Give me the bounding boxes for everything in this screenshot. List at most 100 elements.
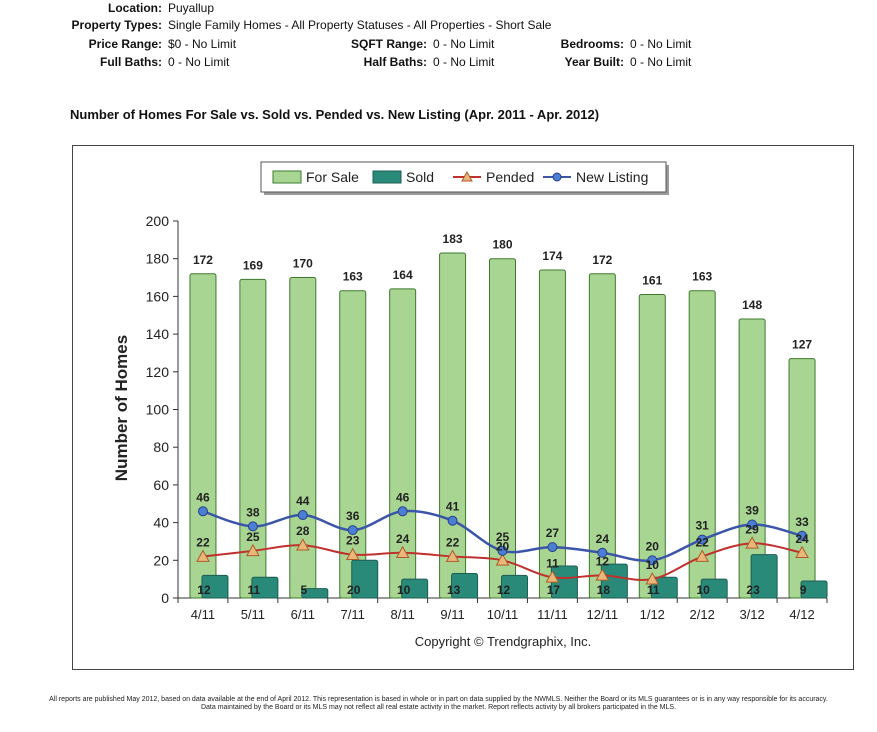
for-sale-value-label: 127 [792, 338, 812, 352]
criteria-bedrooms: Bedrooms: 0 - No Limit [520, 37, 692, 51]
new-listing-marker [747, 519, 758, 530]
pended-marker [645, 572, 660, 585]
x-tick-label: 10/11 [487, 607, 519, 622]
for-sale-value-label: 172 [193, 253, 213, 267]
sold-value-label: 10 [697, 583, 711, 597]
sold-value-label: 11 [647, 583, 660, 597]
x-tick-label: 9/11 [440, 607, 464, 622]
legend: For Sale Sold Pended New Listing [260, 161, 669, 195]
for-sale-value-label: 163 [692, 270, 712, 284]
sold-value-label: 18 [597, 583, 611, 597]
y-tick-label: 180 [146, 251, 170, 267]
legend-swatch [272, 170, 302, 184]
new-listing-value-label: 20 [646, 539, 660, 553]
pended-marker [445, 549, 460, 562]
pended-value-label: 22 [696, 536, 710, 550]
pended-marker [495, 553, 510, 566]
y-tick-label: 0 [161, 590, 169, 606]
chart: For Sale Sold Pended New Listing 0 20 40 60 80 1… [112, 161, 828, 649]
new-listing-value-label: 31 [696, 519, 710, 533]
pended-value-label: 23 [346, 534, 360, 548]
new-listing-marker [547, 542, 558, 553]
criteria-value: 0 - No Limit [630, 55, 692, 69]
x-tick-label: 4/12 [789, 607, 814, 622]
sold-bar [451, 572, 479, 599]
criteria-value: 0 - No Limit [168, 55, 230, 69]
x-tick-label: 1/12 [640, 607, 665, 622]
sold-value-label: 12 [497, 583, 511, 597]
sold-bar [401, 578, 429, 599]
sold-value-label: 23 [746, 583, 760, 597]
for-sale-value-label: 163 [343, 270, 363, 284]
x-tick-label: 2/12 [690, 607, 715, 622]
new-listing-value-label: 25 [496, 530, 510, 544]
pended-value-label: 20 [496, 539, 510, 553]
pended-marker [795, 545, 809, 559]
pended-marker [345, 547, 360, 560]
legend-label: Sold [406, 169, 434, 185]
new-listing-marker [397, 506, 408, 517]
criteria-label: Property Types: [71, 18, 162, 32]
pended-marker [246, 543, 260, 557]
chart-frame: For Sale Sold Pended New Listing 0 20 40 60 80 1… [72, 145, 854, 670]
pended-value-label: 10 [646, 558, 660, 572]
criteria-label: Half Baths: [363, 55, 427, 69]
sold-bar [600, 563, 628, 599]
new-listing-value-label: 36 [346, 509, 360, 523]
new-listing-value-label: 44 [296, 494, 310, 508]
criteria-value: Puyallup [168, 1, 215, 15]
pended-marker [395, 545, 410, 559]
for-sale-bar [788, 358, 816, 599]
x-tick-label: 11/11 [537, 607, 568, 622]
criteria-label: SQFT Range: [350, 37, 427, 51]
for-sale-value-label: 161 [642, 274, 662, 288]
legend-label: For Sale [306, 169, 359, 185]
sold-value-label: 10 [397, 583, 411, 597]
new-listing-marker [447, 515, 458, 526]
pended-value-label: 12 [596, 554, 610, 568]
x-tick-label: 5/11 [241, 607, 265, 622]
x-tick-label: 4/11 [191, 607, 215, 622]
for-sale-value-label: 172 [592, 253, 612, 267]
criteria-property-types: Property Types: Single Family Homes - All… [0, 18, 552, 32]
y-tick-label: 160 [146, 288, 170, 304]
pended-value-label: 24 [396, 532, 410, 546]
sold-bar [700, 578, 728, 599]
pended-value-label: 28 [296, 524, 310, 538]
criteria-half-baths: Half Baths: 0 - No Limit [300, 55, 495, 69]
footer-line-1: All reports are published May 2012, base… [49, 696, 828, 703]
sold-bar [800, 580, 828, 599]
for-sale-value-label: 183 [443, 232, 463, 246]
for-sale-value-label: 164 [393, 268, 413, 282]
criteria-label: Year Built: [564, 55, 624, 69]
lines [196, 506, 809, 585]
for-sale-value-label: 148 [742, 298, 762, 312]
pended-marker [745, 536, 759, 549]
for-sale-value-label: 170 [293, 257, 313, 271]
pended-marker [545, 570, 560, 583]
for-sale-value-label: 169 [243, 258, 263, 272]
bars [189, 252, 828, 599]
x-tick-label: 6/11 [291, 607, 315, 622]
pended-marker [595, 568, 610, 581]
y-tick-label: 100 [146, 402, 170, 418]
new-listing-value-label: 24 [596, 532, 610, 546]
criteria-label: Bedrooms: [560, 37, 624, 51]
x-tick-label: 7/11 [341, 607, 365, 622]
new-listing-value-label: 46 [196, 490, 210, 504]
pended-value-label: 11 [546, 556, 559, 570]
y-tick-label: 40 [153, 515, 169, 531]
pended-value-label: 29 [745, 522, 759, 536]
pended-marker [295, 538, 310, 551]
new-listing-value-label: 33 [795, 515, 809, 529]
pended-marker [695, 549, 710, 562]
for-sale-value-label: 180 [492, 238, 512, 252]
new-listing-value-label: 39 [745, 503, 759, 517]
sold-value-label: 17 [547, 583, 561, 597]
criteria-label: Price Range: [88, 37, 162, 51]
sold-bar [750, 554, 778, 599]
legend-marker [552, 172, 562, 182]
chart-title: Number of Homes For Sale vs. Sold vs. Pe… [70, 107, 600, 122]
new-listing-marker [797, 530, 808, 541]
new-listing-value-label: 41 [446, 500, 460, 514]
